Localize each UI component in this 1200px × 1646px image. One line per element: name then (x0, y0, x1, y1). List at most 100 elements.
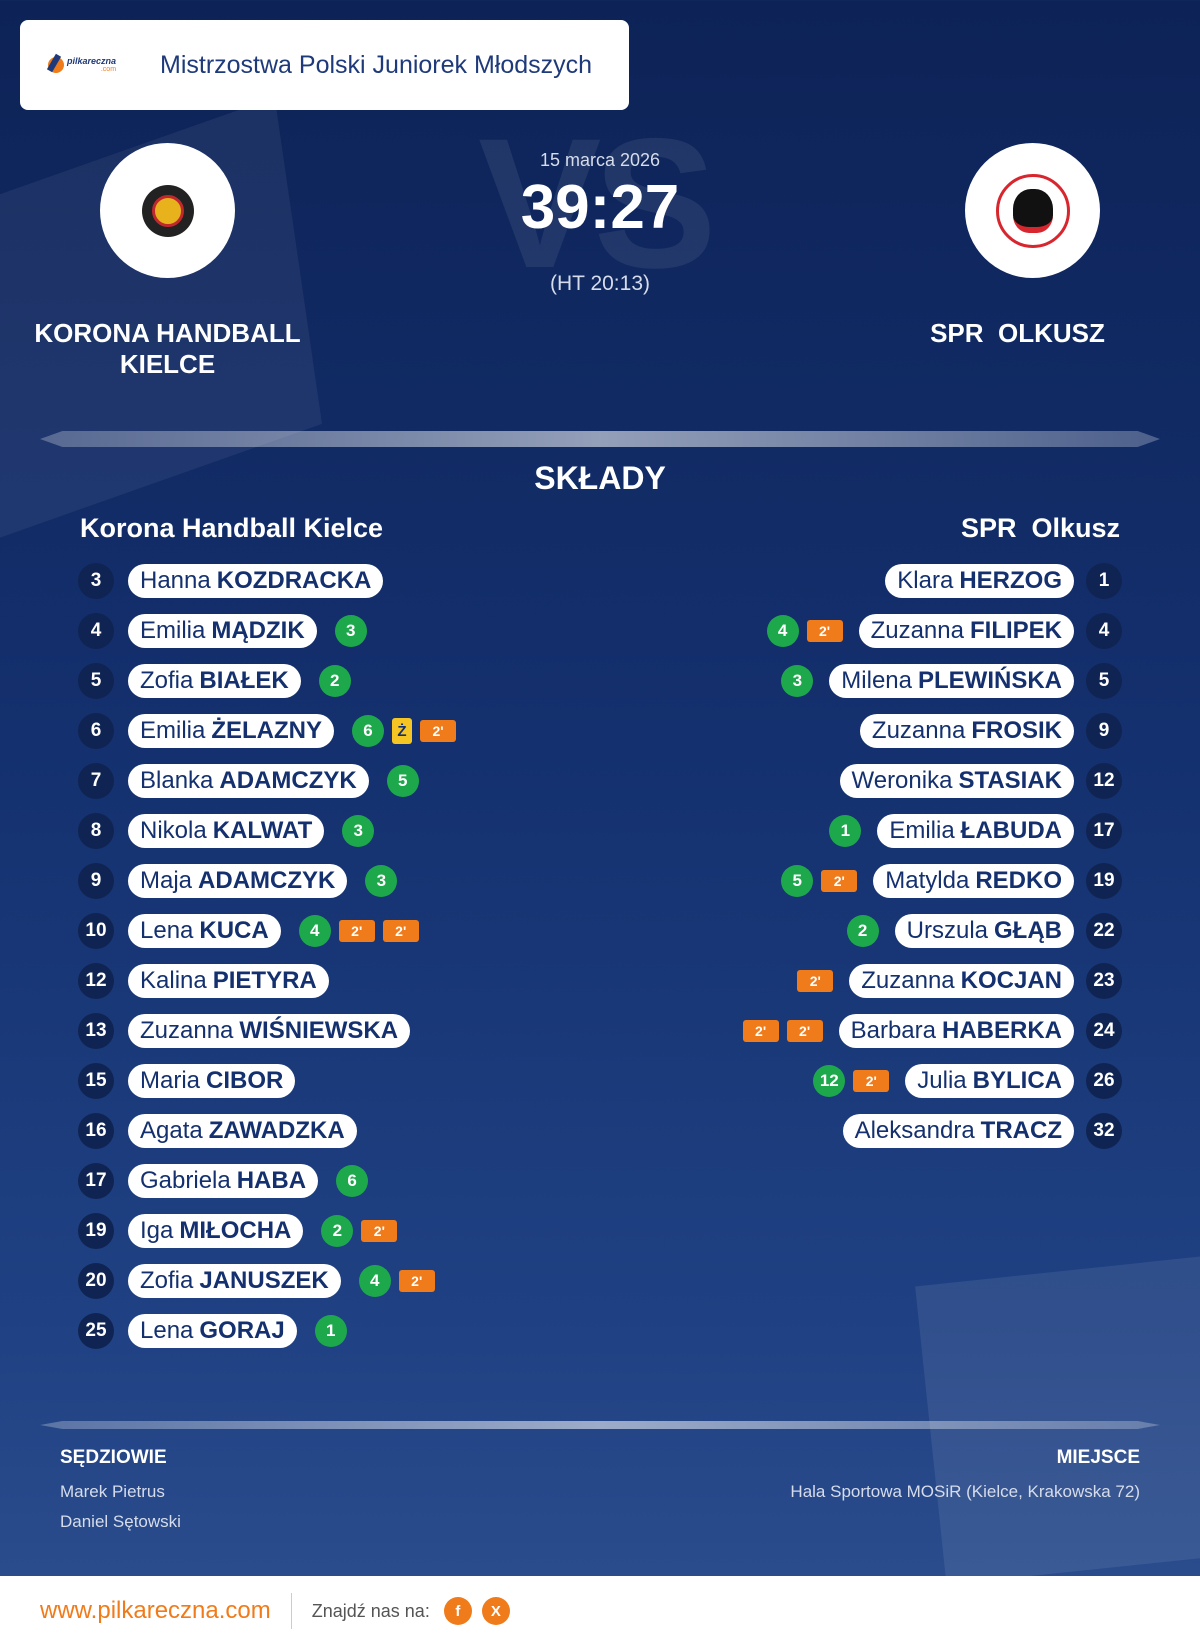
player-first-name: Emilia (140, 617, 206, 644)
player-number: 15 (78, 1063, 114, 1099)
player-name: Agata ZAWADZKA (128, 1114, 357, 1148)
goals-badge: 5 (386, 765, 419, 797)
player-last-name: MĄDZIK (211, 617, 305, 644)
player-name: Zofia JANUSZEK (128, 1264, 341, 1298)
player-last-name: HABERKA (942, 1017, 1062, 1044)
player-first-name: Urszula (906, 917, 988, 944)
vs-watermark: VS (478, 101, 717, 307)
player-first-name: Milena (841, 667, 912, 694)
home-roster-title: Korona Handball Kielce (80, 513, 384, 543)
player-number: 9 (78, 863, 114, 899)
logo-name: pilkareczna (67, 56, 117, 66)
suspension-badge: 2' (786, 1020, 823, 1042)
player-number: 3 (78, 563, 114, 599)
player-number: 10 (78, 913, 114, 949)
officials-section: SĘDZIOWIE Marek Pietrus Daniel Sętowski (60, 1447, 181, 1537)
competition-header: pilkareczna .com Mistrzostwa Polski Juni… (20, 20, 629, 110)
player-name: Barbara HABERKA (838, 1014, 1074, 1048)
player-row: 5 2' Matylda REDKO 19 (739, 856, 1122, 906)
venue-section: MIEJSCE Hala Sportowa MOSiR (Kielce, Kra… (790, 1447, 1140, 1507)
site-logo[interactable]: pilkareczna .com (48, 45, 128, 85)
player-first-name: Zuzanna (140, 1017, 234, 1044)
logo-suffix: .com (100, 66, 117, 73)
player-stats: 6 Ż 2' (348, 715, 460, 747)
player-first-name: Blanka (140, 767, 214, 794)
footer: www.pilkareczna.com Znajdź nas na: f X (0, 1576, 1200, 1646)
player-row: 12 Kalina PIETYRA (78, 956, 460, 1006)
suspension-badge: 2' (797, 970, 834, 992)
player-number: 24 (1086, 1013, 1122, 1049)
player-stats: 3 (338, 815, 378, 847)
league-title: Mistrzostwa Polski Juniorek Młodszych (160, 50, 593, 79)
player-row: 19 Iga MIŁOCHA 2 2' (78, 1206, 460, 1256)
goals-badge: 4 (298, 915, 331, 947)
officials-label: SĘDZIOWIE (60, 1447, 167, 1468)
player-last-name: HERZOG (959, 567, 1062, 594)
find-us-label: Znajdź nas na: (311, 1600, 430, 1621)
player-name: Blanka ADAMCZYK (128, 764, 369, 798)
player-last-name: ADAMCZYK (198, 867, 336, 894)
footer-divider (290, 1593, 292, 1629)
facebook-icon[interactable]: f (443, 1597, 472, 1625)
player-row: 4 Emilia MĄDZIK 3 (78, 606, 460, 656)
suspension-badge: 2' (821, 870, 858, 892)
player-last-name: KALWAT (212, 817, 313, 844)
player-name: Klara HERZOG (885, 564, 1074, 598)
background-decoration (915, 1255, 1200, 1585)
player-stats: 2' (793, 970, 837, 992)
player-last-name: JANUSZEK (199, 1267, 329, 1294)
player-row: 12 2' Julia BYLICA 26 (739, 1056, 1122, 1106)
player-first-name: Lena (140, 1317, 194, 1344)
website-link[interactable]: www.pilkareczna.com (40, 1597, 271, 1624)
player-stats: 4 2' (355, 1265, 439, 1297)
player-stats: 2' 2' (739, 1020, 827, 1042)
player-last-name: PLEWIŃSKA (918, 667, 1062, 694)
yellow-card-badge: Ż (392, 718, 413, 744)
player-stats: 1 (311, 1315, 351, 1347)
player-first-name: Lena (140, 917, 194, 944)
goals-badge: 3 (781, 665, 814, 697)
player-first-name: Zuzanna (861, 967, 955, 994)
venue-label: MIEJSCE (1056, 1447, 1140, 1468)
player-name: Julia BYLICA (905, 1064, 1074, 1098)
player-name: Zofia BIAŁEK (128, 664, 301, 698)
player-name: Gabriela HABA (128, 1164, 319, 1198)
suspension-badge: 2' (742, 1020, 779, 1042)
goals-badge: 4 (358, 1265, 391, 1297)
player-stats: 3 (361, 865, 401, 897)
player-last-name: KOCJAN (960, 967, 1062, 994)
player-first-name: Iga (140, 1217, 174, 1244)
player-last-name: FILIPEK (969, 617, 1062, 644)
x-twitter-icon[interactable]: X (481, 1597, 510, 1625)
suspension-badge: 2' (420, 720, 457, 742)
match-date: 15 marca 2026 (539, 150, 661, 170)
player-row: 13 Zuzanna WIŚNIEWSKA (78, 1006, 460, 1056)
player-first-name: Julia (917, 1067, 967, 1094)
player-row: Aleksandra TRACZ 32 (739, 1106, 1122, 1156)
player-row: 8 Nikola KALWAT 3 (78, 806, 460, 856)
korona-crest-icon (141, 184, 194, 237)
player-row: 17 Gabriela HABA 6 (78, 1156, 460, 1206)
player-name: Emilia MĄDZIK (128, 614, 317, 648)
player-number: 8 (78, 813, 114, 849)
player-name: Maja ADAMCZYK (128, 864, 348, 898)
player-row: 7 Blanka ADAMCZYK 5 (78, 756, 460, 806)
suspension-badge: 2' (382, 920, 419, 942)
home-roster: 3 Hanna KOZDRACKA 4 Emilia MĄDZIK 3 5 Zofia BIAŁE… (78, 556, 460, 1356)
player-last-name: HABA (236, 1167, 307, 1194)
goals-badge: 5 (781, 865, 814, 897)
player-row: 9 Maja ADAMCZYK 3 (78, 856, 460, 906)
player-name: Emilia ŁABUDA (877, 814, 1074, 848)
goals-badge: 12 (813, 1065, 846, 1097)
player-number: 6 (78, 713, 114, 749)
player-stats: 1 (825, 815, 865, 847)
player-first-name: Kalina (140, 967, 207, 994)
player-last-name: ZAWADZKA (208, 1117, 345, 1144)
player-last-name: GŁĄB (994, 917, 1062, 944)
logo-icon (48, 57, 64, 73)
suspension-badge: 2' (806, 620, 843, 642)
player-number: 5 (78, 663, 114, 699)
goals-badge: 3 (334, 615, 367, 647)
player-last-name: REDKO (975, 867, 1062, 894)
player-row: 20 Zofia JANUSZEK 4 2' (78, 1256, 460, 1306)
